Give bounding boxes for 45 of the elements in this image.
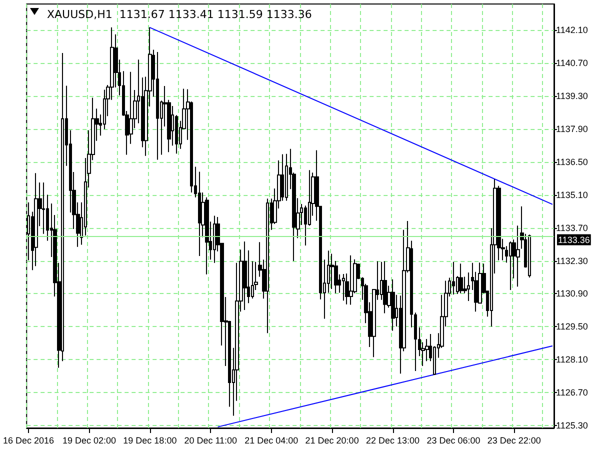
candlestick <box>516 225 520 288</box>
x-tick-label: 19 Dec 18:00 <box>123 436 177 446</box>
y-tick-label: 1139.30 <box>556 90 588 101</box>
candlestick <box>213 215 216 264</box>
candlestick <box>205 196 209 275</box>
candlestick <box>156 52 159 160</box>
candlestick <box>285 153 288 202</box>
candlestick <box>330 253 334 290</box>
candlestick <box>349 254 353 306</box>
x-tick-label: 23 Dec 22:00 <box>487 436 541 446</box>
ref-line-label: 1133.36 <box>558 234 590 245</box>
y-tick-label: 1129.50 <box>556 322 588 332</box>
x-tick-label: 21 Dec 04:00 <box>244 436 298 446</box>
candlestick <box>391 278 395 332</box>
x-tick-label: 23 Dec 06:00 <box>426 436 480 446</box>
y-tick-label: 1132.30 <box>556 256 588 266</box>
x-tick-label: 22 Dec 13:00 <box>366 436 420 446</box>
candlestick <box>198 171 201 257</box>
candlestick <box>243 240 247 310</box>
y-tick-label: 1125.30 <box>556 420 588 431</box>
y-tick-label: 1133.70 <box>556 222 588 233</box>
x-tick-label: 20 Dec 11:00 <box>184 436 238 446</box>
x-tick-label: 19 Dec 02:00 <box>62 436 116 446</box>
candlestick <box>342 273 345 302</box>
candlestick <box>467 272 470 302</box>
y-tick-label: 1135.10 <box>556 190 588 200</box>
x-tick-label: 21 Dec 20:00 <box>305 436 359 446</box>
y-tick-label: 1137.90 <box>556 124 588 134</box>
y-tick-label: 1130.90 <box>556 288 588 299</box>
y-tick-label: 1140.70 <box>556 58 588 68</box>
chart-title: XAUUSD,H1 1131.67 1133.41 1131.59 1133.36 <box>47 8 312 21</box>
y-tick-label: 1128.10 <box>556 354 588 365</box>
candlestick <box>452 261 455 295</box>
y-tick-label: 1136.50 <box>556 156 588 167</box>
candlestick <box>425 338 429 362</box>
candlestick <box>509 240 512 290</box>
candlestick <box>414 312 417 372</box>
candlestick <box>528 234 531 278</box>
y-tick-label: 1126.70 <box>556 388 588 398</box>
x-tick-label: 16 Dec 2016 <box>2 436 54 446</box>
y-tick-label: 1142.10 <box>556 24 588 35</box>
candlestick <box>383 260 387 314</box>
candlestick <box>459 263 463 294</box>
candlestick <box>266 198 269 334</box>
candlestick <box>34 172 38 267</box>
